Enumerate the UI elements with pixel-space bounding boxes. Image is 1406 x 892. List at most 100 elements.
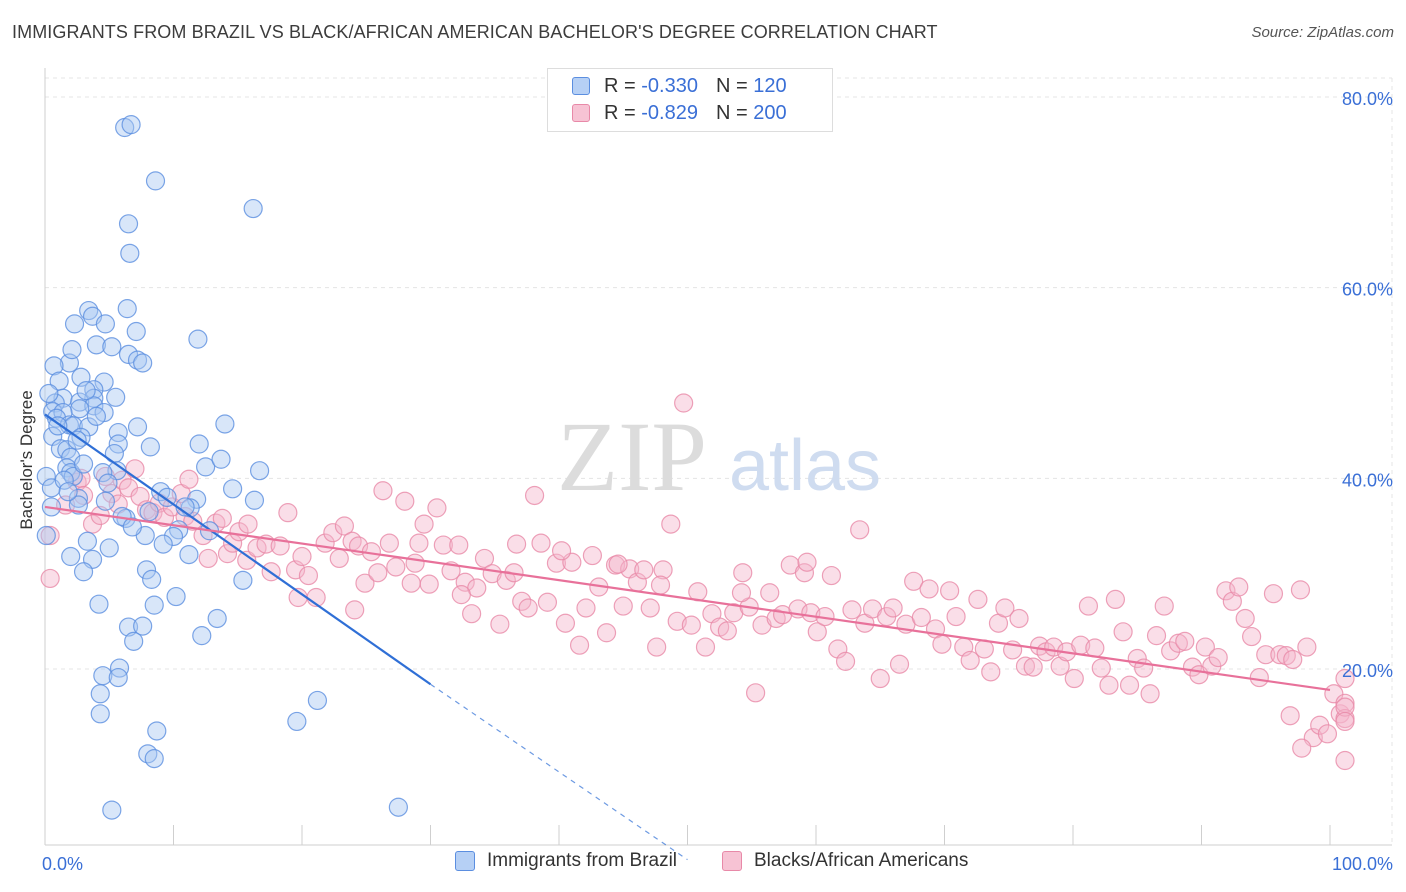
point-brazil xyxy=(196,457,216,477)
point-brazil xyxy=(62,340,82,360)
bottom-legend-brazil: Immigrants from Brazil xyxy=(455,850,677,872)
source-label: Source: ZipAtlas.com xyxy=(1251,24,1394,41)
trend-line-brazil xyxy=(44,413,432,686)
point-brazil xyxy=(121,115,141,135)
point-brazil xyxy=(99,538,119,558)
point-blacks xyxy=(661,514,681,534)
point-blacks xyxy=(889,654,910,674)
point-blacks xyxy=(650,575,671,595)
point-blacks xyxy=(613,596,633,616)
point-brazil xyxy=(144,595,164,615)
bottom-legend-blacks: Blacks/African Americans xyxy=(722,850,968,872)
point-blacks xyxy=(355,573,375,593)
point-brazil xyxy=(108,434,128,454)
point-blacks xyxy=(1140,684,1160,704)
point-blacks xyxy=(681,615,701,635)
point-brazil xyxy=(109,658,130,678)
y-axis-label: Bachelor's Degree xyxy=(17,390,36,529)
point-blacks xyxy=(329,548,349,569)
point-blacks xyxy=(968,589,988,610)
legend-n-value: 120 xyxy=(753,74,787,97)
point-blacks xyxy=(334,516,355,536)
legend-swatch-brazil xyxy=(572,77,590,95)
legend-n-label: N = xyxy=(715,101,748,124)
point-blacks xyxy=(647,637,667,657)
point-blacks xyxy=(427,498,447,518)
point-brazil xyxy=(90,704,110,724)
watermark-atlas: atlas xyxy=(729,426,881,506)
point-blacks xyxy=(1335,668,1355,689)
point-blacks xyxy=(1161,641,1181,661)
point-brazil xyxy=(36,525,56,546)
point-blacks xyxy=(960,650,980,671)
point-blacks xyxy=(433,535,453,555)
point-blacks xyxy=(821,565,842,586)
point-blacks xyxy=(634,560,654,580)
point-blacks xyxy=(981,662,1001,682)
point-blacks xyxy=(474,548,495,569)
point-blacks xyxy=(807,622,827,642)
y-tick-label: 80.0% xyxy=(1342,89,1393,109)
point-blacks xyxy=(73,485,94,506)
point-brazil xyxy=(249,461,270,481)
point-brazil xyxy=(144,749,164,769)
point-brazil xyxy=(98,473,118,493)
point-blacks xyxy=(1078,596,1099,616)
point-blacks xyxy=(904,571,924,591)
bottom-legend-label-blacks: Blacks/African Americans xyxy=(754,850,969,871)
point-brazil xyxy=(127,350,148,370)
point-brazil xyxy=(102,337,122,357)
point-brazil xyxy=(140,437,160,457)
point-brazil xyxy=(233,570,253,590)
point-brazil xyxy=(117,299,137,319)
point-brazil xyxy=(118,617,139,637)
point-blacks xyxy=(1335,750,1355,771)
point-blacks xyxy=(323,523,343,543)
point-brazil xyxy=(126,321,146,342)
point-blacks xyxy=(946,606,966,627)
watermark-zip: ZIP xyxy=(557,401,707,512)
point-blacks xyxy=(674,393,694,413)
point-blacks xyxy=(1256,645,1276,665)
point-blacks xyxy=(1208,647,1228,668)
point-blacks xyxy=(870,668,890,689)
point-brazil xyxy=(54,470,74,490)
point-brazil xyxy=(244,490,265,510)
point-brazil xyxy=(94,372,114,392)
legend-r-label: R = xyxy=(604,101,636,124)
point-blacks xyxy=(40,568,60,589)
point-blacks xyxy=(551,541,572,561)
point-blacks xyxy=(1335,711,1355,732)
legend-n-value: 200 xyxy=(753,101,787,124)
point-blacks xyxy=(555,613,576,633)
point-brazil xyxy=(36,466,56,487)
point-blacks xyxy=(198,548,218,569)
chart-title: IMMIGRANTS FROM BRAZIL VS BLACK/AFRICAN … xyxy=(12,22,938,42)
grid xyxy=(45,77,1393,845)
point-brazil xyxy=(95,314,115,334)
point-blacks xyxy=(449,535,469,555)
point-brazil xyxy=(179,544,199,565)
point-brazil xyxy=(118,214,139,234)
point-blacks xyxy=(1280,706,1300,726)
y-tick-label: 20.0% xyxy=(1342,661,1393,681)
point-blacks xyxy=(292,546,312,567)
point-blacks xyxy=(995,598,1015,618)
point-blacks xyxy=(537,592,558,612)
legend-swatch-blacks xyxy=(572,104,590,122)
point-brazil xyxy=(70,392,90,412)
point-brazil xyxy=(189,434,209,454)
point-brazil xyxy=(95,491,115,511)
trend-lines xyxy=(44,413,1331,861)
point-blacks xyxy=(1146,626,1167,646)
legend-row-brazil: R = -0.330 N = 120 xyxy=(572,73,787,99)
point-blacks xyxy=(731,583,752,603)
legend-n-label: N = xyxy=(715,74,748,97)
x-tick-label: 100.0% xyxy=(1332,854,1393,874)
point-blacks xyxy=(1222,591,1242,611)
watermark: ZIP atlas xyxy=(557,401,881,512)
point-blacks xyxy=(608,554,628,574)
point-blacks xyxy=(179,469,199,489)
point-blacks xyxy=(883,598,903,618)
point-blacks xyxy=(409,533,429,553)
